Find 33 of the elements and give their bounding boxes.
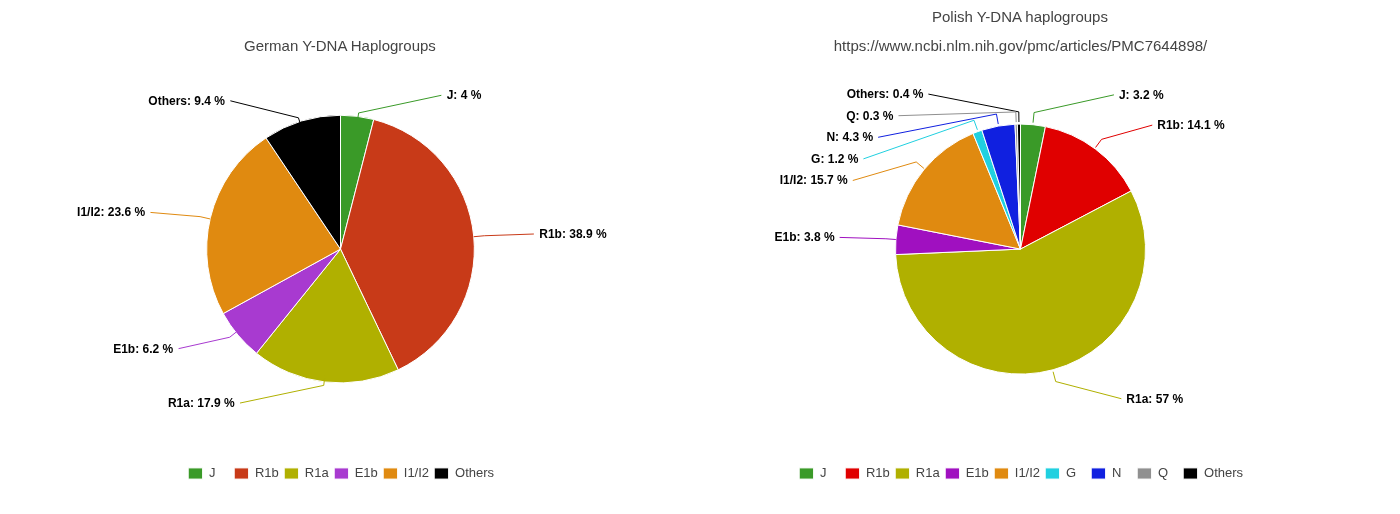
data-label: Others: 0.4 % xyxy=(846,87,924,102)
legend-label: E1b xyxy=(965,465,989,480)
legend-label: Others xyxy=(455,465,495,480)
legend-label: J xyxy=(819,465,828,480)
legend-label: Others xyxy=(1204,465,1244,480)
data-label: J: 3.2 % xyxy=(1118,87,1164,102)
data-label: N: 4.3 % xyxy=(826,130,874,145)
chart-title: Polish Y-DNA haplogroups xyxy=(931,7,1108,25)
data-label: Others: 9.4 % xyxy=(148,93,226,108)
legend-label: R1a xyxy=(915,465,940,480)
legend-label: N xyxy=(1112,465,1123,480)
legend-label: R1b xyxy=(254,465,279,480)
data-label: R1a: 57 % xyxy=(1126,391,1184,406)
legend-label: I1/I2 xyxy=(1014,465,1041,480)
chart-title: German Y-DNA Haplogroups xyxy=(244,36,436,54)
data-label: R1a: 17.9 % xyxy=(167,396,235,411)
data-label: G: 1.2 % xyxy=(811,151,859,166)
legend-label: I1/I2 xyxy=(403,465,430,480)
legend-label: R1a xyxy=(304,465,329,480)
data-label: Q: 0.3 % xyxy=(846,108,894,123)
data-label: E1b: 6.2 % xyxy=(113,341,174,356)
data-label: I1/I2: 15.7 % xyxy=(779,173,849,188)
data-label: E1b: 3.8 % xyxy=(774,230,835,245)
legend-label: Q xyxy=(1158,465,1170,480)
data-label: R1b: 38.9 % xyxy=(539,227,607,242)
chart-subtitle: https://www.ncbi.nlm.nih.gov/pmc/articles/PMC7644898/ xyxy=(833,36,1209,54)
data-label: J: 4 % xyxy=(446,88,482,103)
legend-label: G xyxy=(1066,465,1078,480)
legend-label: E1b xyxy=(354,465,378,480)
legend-label: J xyxy=(208,465,217,480)
data-label: I1/I2: 23.6 % xyxy=(77,205,146,220)
data-label: R1b: 14.1 % xyxy=(1157,118,1225,133)
legend-label: R1b xyxy=(865,465,890,480)
